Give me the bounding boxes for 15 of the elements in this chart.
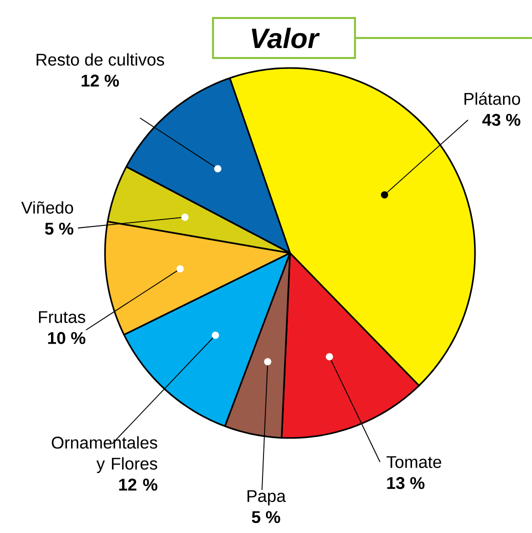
slice-label: Papa (248, 490, 286, 506)
data-label: 10 % (48, 332, 86, 344)
slice-label: Frutas (39, 311, 86, 324)
data-label: 43 % (482, 114, 520, 126)
data-label: 13 % (387, 477, 424, 490)
data-label: 12 % (119, 478, 158, 491)
slice-label: Resto de cultivos (36, 53, 164, 66)
chart-title: Valor (252, 28, 320, 48)
slice-label: Ornamentales y Flores (52, 436, 158, 474)
slice-label: Plátano (464, 92, 520, 105)
data-label: 12 % (82, 74, 119, 87)
data-label: 5 % (252, 511, 280, 524)
slice-label: Tomate (386, 456, 442, 468)
slice-label: Viñedo (21, 201, 74, 214)
data-label: 5 % (45, 222, 74, 235)
